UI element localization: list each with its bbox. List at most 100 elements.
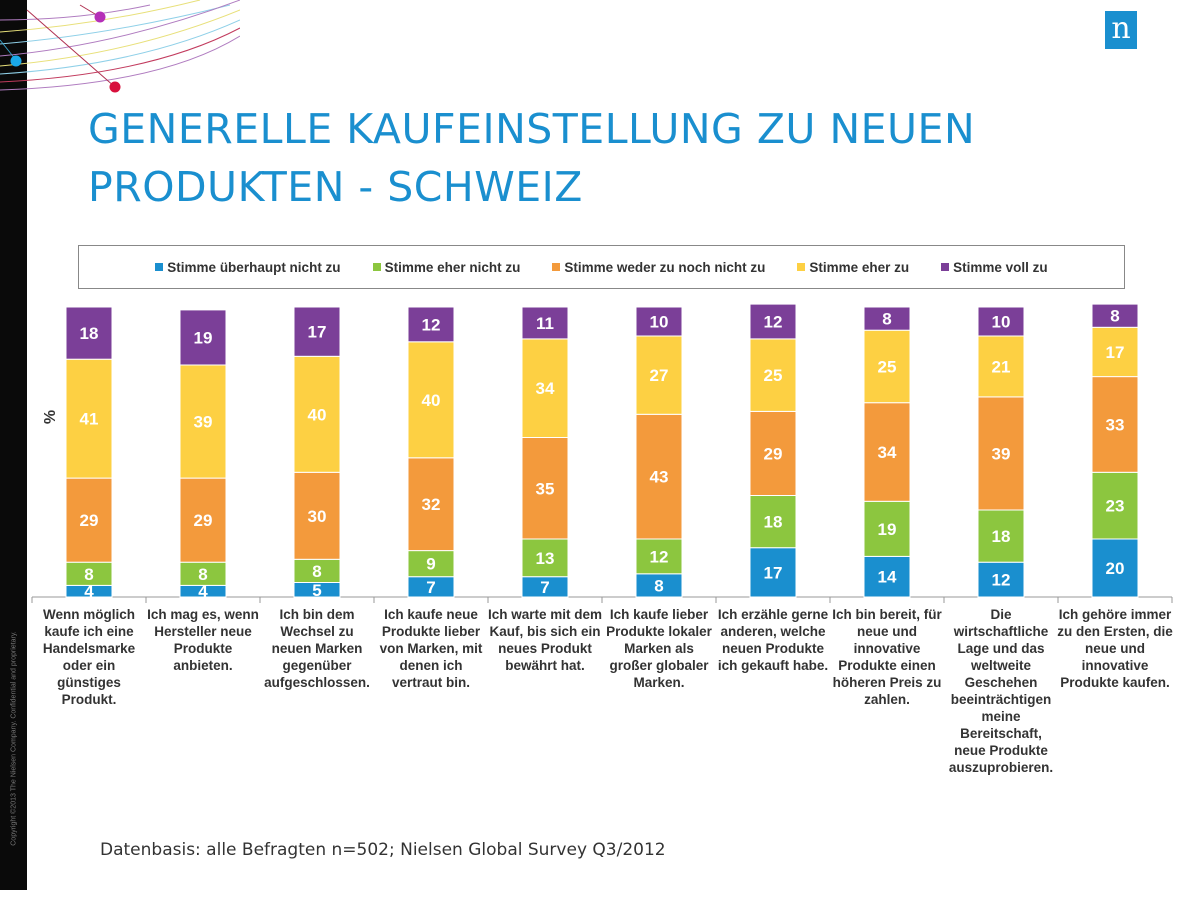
bar-segment — [977, 306, 1025, 337]
data-label: 25 — [878, 357, 897, 376]
legend-swatch — [797, 263, 806, 271]
sidebar-strip: Copyright ©2013 The Nielsen Company. Con… — [0, 0, 27, 890]
data-label: 17 — [764, 563, 783, 582]
data-label: 11 — [536, 314, 554, 333]
data-label: 19 — [878, 520, 897, 539]
data-label: 29 — [194, 511, 213, 530]
legend-item: Stimme voll zu — [941, 260, 1048, 275]
data-label: 41 — [80, 410, 99, 429]
category-label: Ich erzähle gerne anderen, welche neuen … — [717, 607, 829, 673]
bar-segment — [635, 538, 683, 575]
bar-segment — [749, 303, 797, 340]
dot-red — [109, 81, 121, 93]
data-label: 34 — [878, 443, 897, 462]
data-label: 30 — [308, 507, 327, 526]
bar-segment — [1091, 326, 1139, 378]
bar-segment — [635, 306, 683, 337]
data-label: 8 — [654, 576, 663, 595]
data-label: 40 — [422, 391, 441, 410]
legend-item: Stimme überhaupt nicht zu — [155, 259, 341, 275]
data-label: 25 — [764, 366, 783, 385]
source-note: Datenbasis: alle Befragten n=502; Nielse… — [100, 840, 666, 860]
bar-segment — [179, 309, 227, 366]
bar-segment — [977, 561, 1025, 598]
bar-segment — [179, 364, 227, 479]
data-label: 19 — [194, 328, 213, 347]
bar-segment — [293, 355, 341, 473]
data-label: 27 — [650, 366, 669, 385]
dot-blue — [10, 55, 22, 67]
category-label: Die wirtschaftliche Lage und das weltwei… — [948, 607, 1054, 775]
legend-swatch — [941, 263, 950, 271]
category-label: Ich warte mit dem Kauf, bis sich ein neu… — [487, 607, 603, 673]
data-label: 33 — [1106, 415, 1125, 434]
data-label: 10 — [992, 313, 1011, 332]
category-label: Ich kaufe lieber Produkte lokaler Marken… — [606, 607, 712, 690]
data-label: 35 — [536, 479, 555, 498]
page-title: GENERELLE KAUFEINSTELLUNG ZU NEUEN PRODU… — [88, 105, 976, 211]
legend-item: Stimme eher zu — [797, 260, 909, 275]
bar-segment — [521, 306, 569, 340]
data-label: 17 — [1106, 343, 1125, 362]
bar-segment — [179, 477, 227, 563]
data-label: 18 — [764, 513, 783, 532]
data-label: 8 — [882, 310, 891, 329]
legend-label: Stimme weder zu noch nicht zu — [564, 259, 766, 275]
bar-segment — [293, 471, 341, 560]
legend-item: Stimme weder zu noch nicht zu — [552, 260, 765, 275]
data-label: 9 — [426, 555, 435, 574]
bar-segment — [1091, 303, 1139, 328]
bar-segment — [749, 547, 797, 598]
data-label: 21 — [992, 357, 1011, 376]
data-label: 18 — [80, 324, 99, 343]
legend-label: Stimme überhaupt nicht zu — [167, 259, 341, 275]
data-label: 8 — [84, 565, 93, 584]
data-label: 4 — [198, 582, 208, 601]
data-label: 8 — [1110, 307, 1119, 326]
bar-segment — [65, 477, 113, 563]
data-label: 12 — [764, 313, 783, 332]
data-label: 39 — [992, 444, 1011, 463]
bar-segment — [521, 338, 569, 438]
legend-swatch — [552, 263, 561, 271]
bar-segment — [863, 555, 911, 598]
data-label: 23 — [1106, 497, 1125, 516]
data-label: 43 — [650, 468, 669, 487]
chart-legend: Stimme überhaupt nicht zu Stimme eher nic… — [78, 245, 1125, 289]
data-label: 5 — [312, 581, 321, 600]
data-label: 39 — [194, 413, 213, 432]
data-label: 29 — [764, 444, 783, 463]
bar-segment — [749, 410, 797, 496]
category-label: Ich mag es, wenn Hersteller neue Produkt… — [147, 607, 259, 673]
decorative-arcs — [0, 0, 240, 93]
dot-purple — [94, 11, 106, 23]
legend-swatch — [155, 263, 164, 271]
data-label: 12 — [650, 547, 669, 566]
data-label: 20 — [1106, 559, 1125, 578]
data-label: 7 — [426, 578, 435, 597]
nielsen-logo: n — [1105, 11, 1137, 49]
data-label: 13 — [536, 549, 555, 568]
bar-segment — [407, 306, 455, 343]
bar-segment — [407, 457, 455, 552]
bar-segment — [863, 306, 911, 331]
category-label: Ich gehöre immer zu den Ersten, die neue… — [1057, 607, 1173, 690]
bar-segment — [521, 437, 569, 540]
legend-label: Stimme eher zu — [809, 259, 910, 275]
data-label: 34 — [536, 379, 555, 398]
data-label: 8 — [198, 565, 207, 584]
category-label: Ich bin bereit, für neue und innovative … — [832, 607, 942, 707]
bar-segment — [863, 402, 911, 502]
data-label: 7 — [540, 578, 549, 597]
data-label: 32 — [422, 495, 441, 514]
legend-swatch — [372, 263, 381, 271]
data-label: 8 — [312, 562, 321, 581]
bar-segment — [1091, 471, 1139, 540]
legend-item: Stimme eher nicht zu — [372, 260, 520, 275]
data-label: 18 — [992, 527, 1011, 546]
bar-segment — [749, 338, 797, 412]
bar-segment — [977, 396, 1025, 511]
data-label: 14 — [878, 568, 897, 587]
